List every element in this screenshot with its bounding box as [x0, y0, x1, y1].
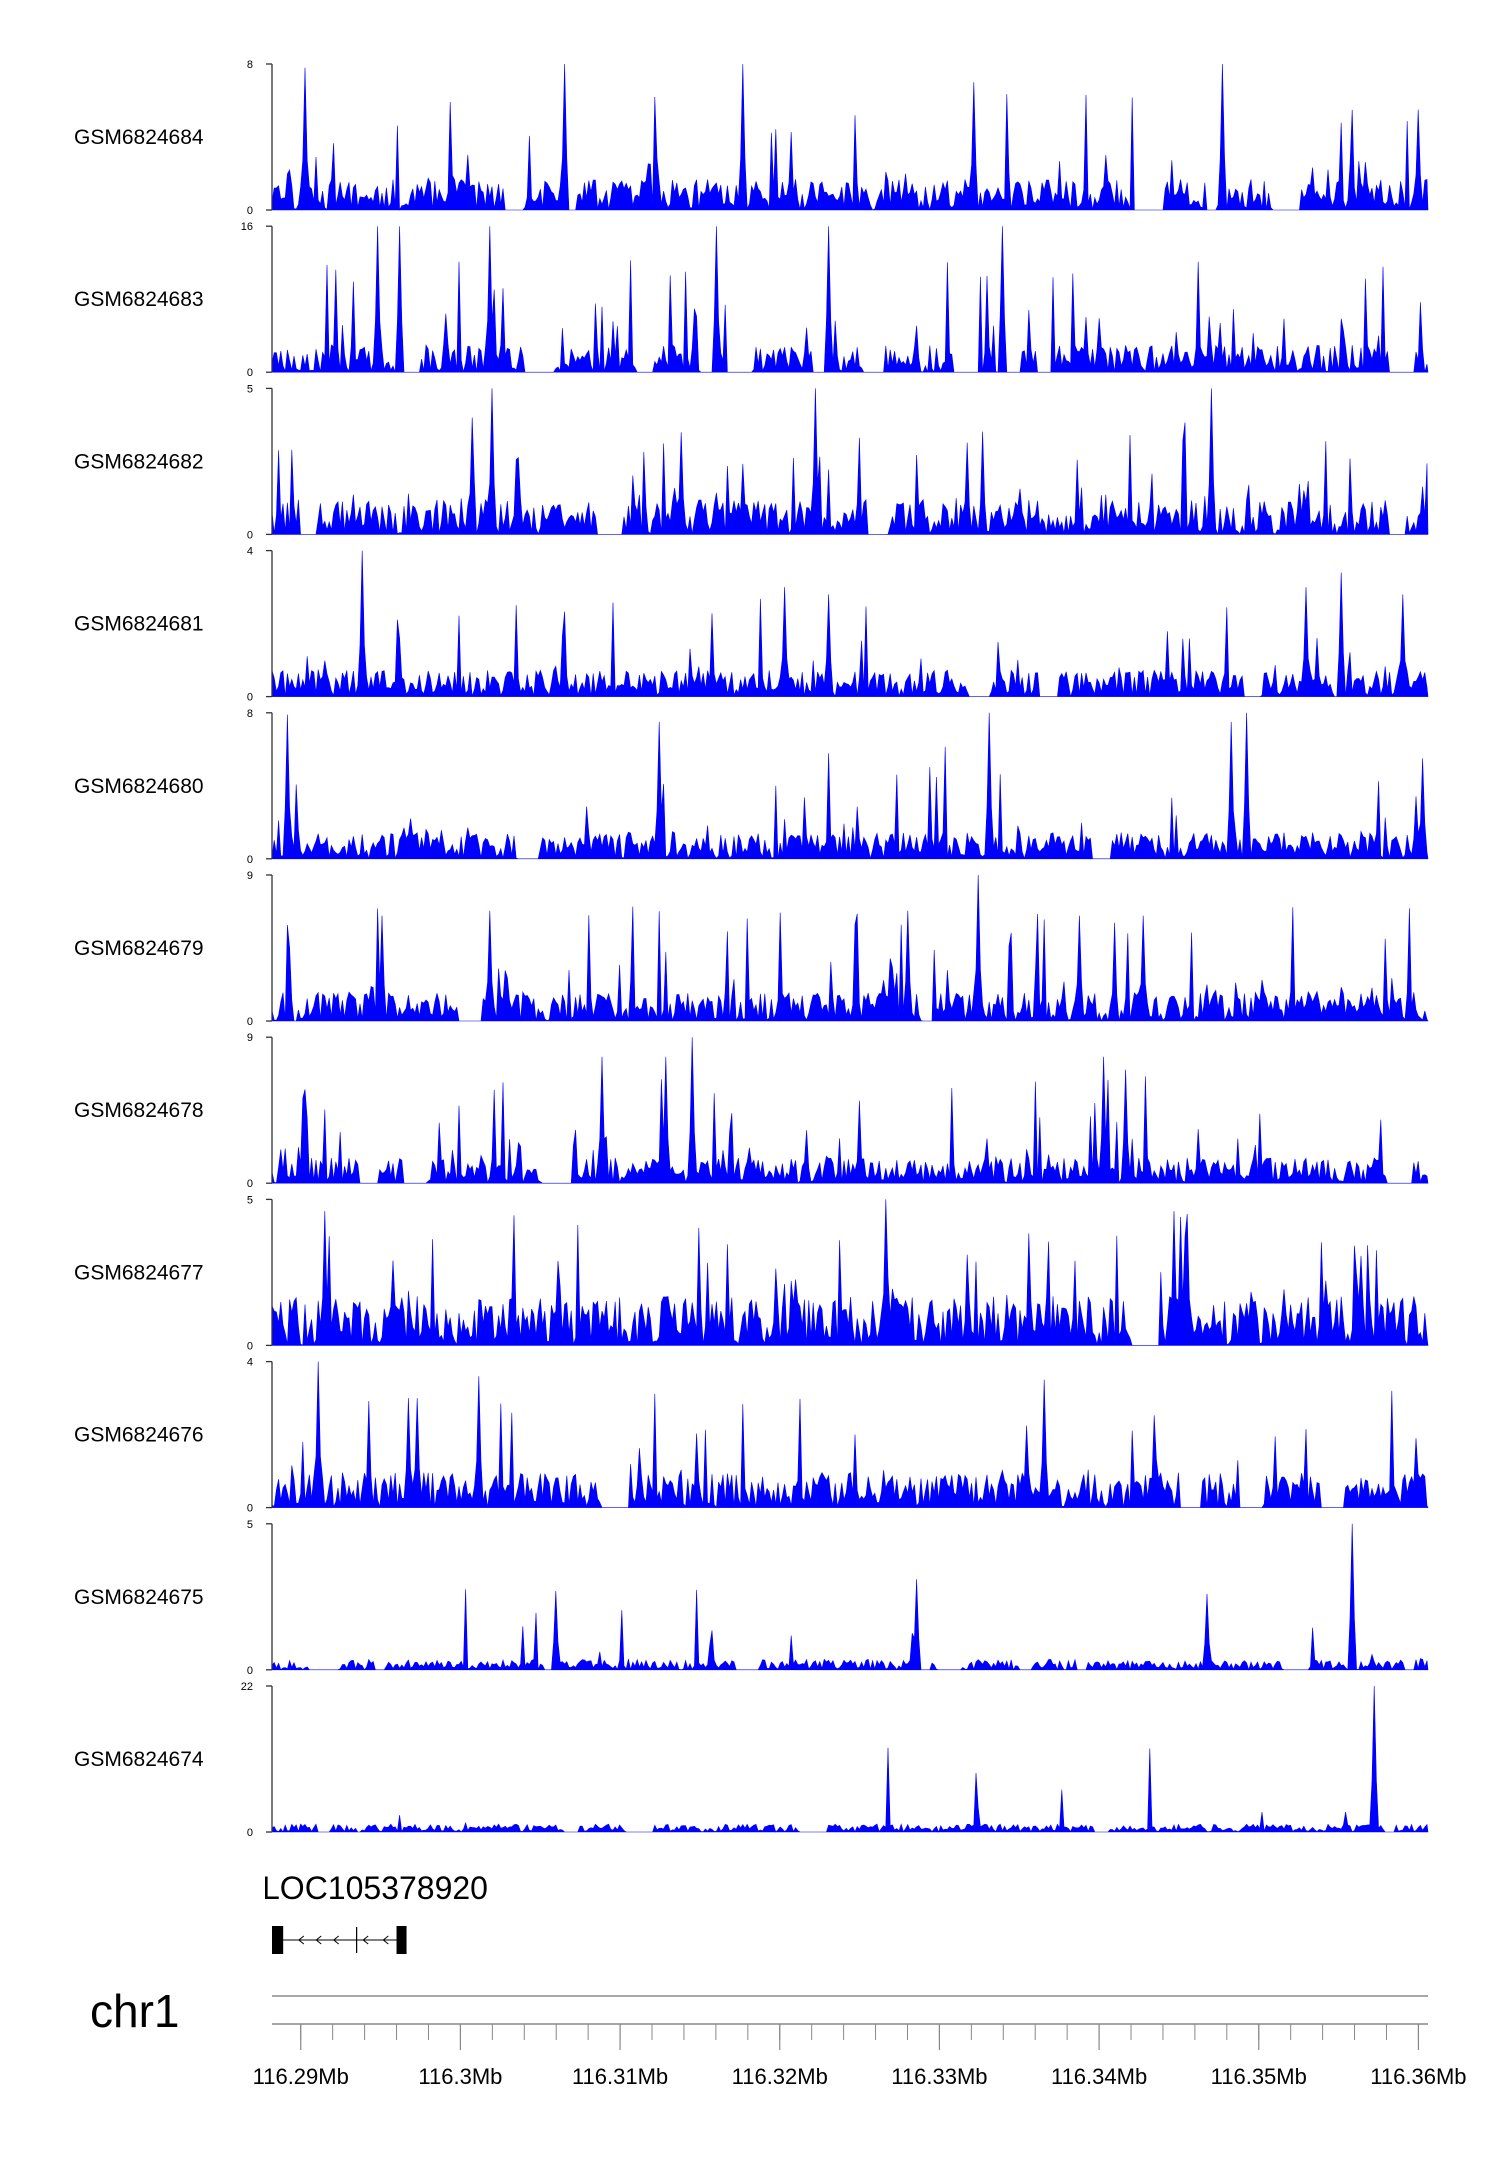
y-tick-label-min: 0	[247, 692, 253, 704]
track-label: GSM6824677	[74, 1261, 204, 1284]
genome-axis: chr1 116.29Mb 116.3Mb 116.31Mb 116.32Mb 116.…	[90, 1985, 1467, 2089]
gene-exon	[396, 1926, 407, 1954]
track-GSM6824678: 9 0 GSM6824678	[74, 1032, 1429, 1190]
y-tick-label-max: 4	[247, 1357, 253, 1369]
track-GSM6824677: 5 0 GSM6824677	[74, 1194, 1429, 1352]
coverage-area	[271, 1199, 1429, 1346]
y-tick-label-max: 9	[247, 1032, 253, 1044]
track-label: GSM6824678	[74, 1099, 204, 1122]
position-label: 116.33Mb	[891, 2064, 987, 2089]
y-tick-label-min: 0	[247, 205, 253, 217]
position-label: 116.35Mb	[1211, 2064, 1307, 2089]
strand-arrow	[362, 1935, 369, 1945]
coverage-area	[271, 712, 1429, 860]
track-GSM6824682: 5 0 GSM6824682	[74, 383, 1429, 541]
position-label: 116.34Mb	[1051, 2064, 1147, 2089]
y-tick-label-max: 4	[247, 546, 253, 558]
track-label: GSM6824684	[74, 126, 204, 149]
coverage-area	[271, 1361, 1429, 1509]
track-GSM6824679: 9 0 GSM6824679	[74, 870, 1429, 1028]
position-label: 116.36Mb	[1370, 2064, 1466, 2089]
position-label: 116.3Mb	[418, 2064, 502, 2089]
y-tick-label-min: 0	[247, 529, 253, 541]
y-tick-label-max: 5	[247, 1194, 253, 1206]
chromosome-label: chr1	[90, 1985, 179, 2037]
gene-label: LOC105378920	[262, 1870, 488, 1906]
y-tick-label-max: 22	[241, 1681, 253, 1693]
track-label: GSM6824679	[74, 937, 204, 960]
coverage-area	[271, 226, 1429, 373]
coverage-area	[271, 550, 1429, 698]
y-tick-label-min: 0	[247, 854, 253, 866]
y-tick-label-min: 0	[247, 1178, 253, 1190]
y-tick-label-min: 0	[247, 367, 253, 379]
track-GSM6824676: 4 0 GSM6824676	[74, 1357, 1429, 1515]
y-tick-label-max: 5	[247, 1519, 253, 1531]
y-tick-label-min: 0	[247, 1503, 253, 1515]
coverage-area	[271, 1685, 1429, 1833]
y-tick-label-min: 0	[247, 1016, 253, 1028]
position-label: 116.29Mb	[253, 2064, 349, 2089]
track-GSM6824681: 4 0 GSM6824681	[74, 546, 1429, 704]
y-tick-label-max: 8	[247, 708, 253, 720]
track-label: GSM6824680	[74, 775, 204, 798]
track-GSM6824675: 5 0 GSM6824675	[74, 1519, 1429, 1677]
coverage-area	[271, 1523, 1429, 1671]
y-tick-label-max: 16	[241, 221, 253, 233]
coverage-area	[271, 1037, 1429, 1184]
track-GSM6824683: 16 0 GSM6824683	[74, 221, 1429, 379]
position-label: 116.31Mb	[572, 2064, 668, 2089]
y-tick-label-max: 8	[247, 59, 253, 71]
y-tick-label-max: 9	[247, 870, 253, 882]
track-label: GSM6824682	[74, 450, 204, 473]
strand-arrow	[315, 1935, 322, 1945]
gene-track: LOC105378920	[262, 1870, 488, 1954]
coverage-area	[271, 874, 1429, 1022]
track-label: GSM6824676	[74, 1424, 204, 1447]
track-GSM6824680: 8 0 GSM6824680	[74, 708, 1429, 866]
coverage-area	[271, 388, 1429, 535]
y-tick-label-min: 0	[247, 1665, 253, 1677]
track-label: GSM6824674	[74, 1748, 204, 1771]
strand-arrow	[298, 1935, 305, 1945]
coverage-area	[271, 63, 1429, 211]
y-tick-label-max: 5	[247, 383, 253, 395]
position-label: 116.32Mb	[732, 2064, 828, 2089]
coverage-tracks: 8 0 GSM6824684 16 0 GSM6824683 5 0 GSM6824682 4 0 G…	[74, 59, 1429, 1839]
track-GSM6824684: 8 0 GSM6824684	[74, 59, 1429, 217]
strand-arrow	[382, 1935, 389, 1945]
track-label: GSM6824683	[74, 288, 204, 311]
track-GSM6824674: 22 0 GSM6824674	[74, 1681, 1429, 1839]
y-tick-label-min: 0	[247, 1340, 253, 1352]
strand-arrow	[332, 1935, 340, 1945]
track-label: GSM6824675	[74, 1586, 204, 1609]
track-label: GSM6824681	[74, 613, 204, 636]
y-tick-label-min: 0	[247, 1827, 253, 1839]
gene-exon	[272, 1926, 284, 1954]
